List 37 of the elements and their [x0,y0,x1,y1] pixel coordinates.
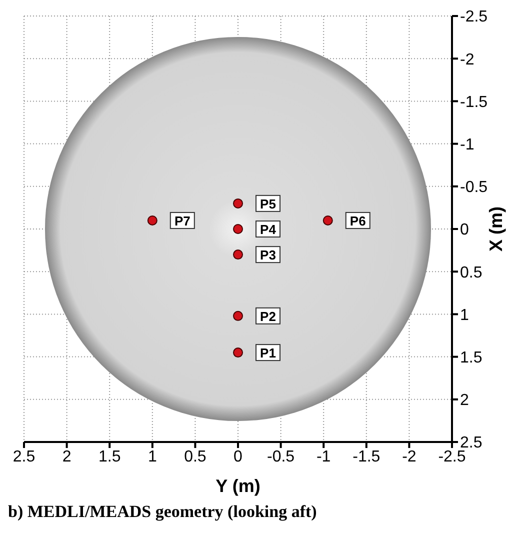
x-tick-label: 1 [148,448,157,466]
x-tick-label: 1.5 [98,448,121,466]
annotation: P3 [260,248,276,263]
x-tick-label: 0 [234,448,243,466]
text: b) MEDLI/MEADS geometry (looking aft) [8,502,318,522]
point [233,310,243,321]
point [147,215,158,226]
annotation: P1 [260,346,276,361]
annotation: P7 [174,213,190,228]
point [233,250,243,260]
y-tick-label: -1 [460,136,474,154]
x-tick-label: 0.5 [184,448,206,466]
y-tick-label: -2.5 [460,8,488,26]
y-tick-label: 0.5 [460,264,482,282]
annotation: P4 [260,222,277,237]
y-tick-label: -1.5 [460,94,488,111]
point [233,348,243,358]
y-tick-label: 2 [460,392,469,410]
y-tick-label: -0.5 [460,179,488,196]
y-tick-label: 2.5 [460,434,482,452]
annotation: P6 [350,213,366,228]
x-tick-label: -2 [402,448,416,466]
y-tick-label: 1 [460,306,469,324]
y-tick-label: 0 [460,222,469,239]
annotation: P2 [260,308,276,324]
x-tick-label: -0.5 [267,448,295,466]
point [322,215,333,226]
x-axis-title: Y (m) [216,476,260,496]
y-tick-label: -2 [460,51,474,68]
x-tick-label: 2.5 [12,448,36,466]
point [233,198,243,208]
y-axis-title: X (m) [486,206,506,252]
x-tick-label: 2 [62,448,72,466]
annotation: P5 [260,196,276,212]
x-tick-label: -1.5 [352,448,380,466]
y-tick-label: 1.5 [460,349,482,366]
x-tick-label: -1 [316,448,331,466]
